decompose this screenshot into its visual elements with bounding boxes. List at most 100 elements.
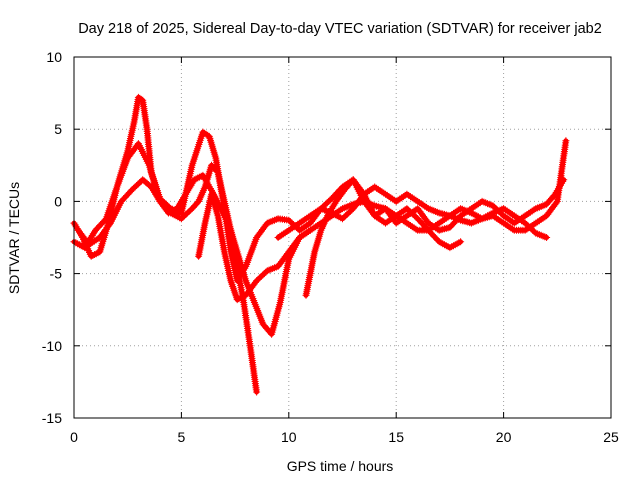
data-point	[374, 185, 382, 193]
data-point	[323, 214, 331, 222]
data-point	[328, 205, 336, 213]
data-point	[448, 213, 456, 221]
data-point	[532, 205, 540, 213]
data-point	[432, 208, 440, 215]
data-point	[378, 207, 386, 215]
data-point	[551, 190, 559, 198]
data-point	[213, 167, 221, 175]
data-point	[412, 213, 420, 221]
data-point	[92, 236, 100, 244]
data-point	[322, 200, 330, 208]
data-point	[305, 228, 312, 235]
data-point	[267, 265, 275, 273]
data-point	[92, 250, 100, 258]
data-point	[229, 283, 237, 290]
data-point	[530, 220, 538, 228]
data-point	[392, 219, 400, 227]
data-point	[421, 202, 429, 210]
data-point	[269, 265, 277, 272]
data-point	[344, 203, 352, 210]
data-point	[183, 188, 191, 196]
data-point	[385, 193, 393, 201]
data-point	[408, 223, 416, 231]
data-point	[512, 218, 520, 226]
data-point	[296, 234, 303, 241]
data-point	[394, 218, 402, 226]
data-point	[150, 187, 157, 195]
data-point	[414, 197, 422, 205]
data-point	[306, 212, 314, 220]
data-point	[184, 187, 192, 195]
data-point	[432, 224, 440, 232]
data-point	[448, 243, 456, 251]
data-point	[301, 223, 309, 231]
data-point	[297, 218, 305, 226]
data-point	[278, 231, 286, 239]
data-point	[326, 196, 334, 204]
data-point	[253, 277, 261, 285]
data-point	[321, 206, 329, 214]
data-point	[396, 217, 404, 225]
data-point	[534, 218, 542, 226]
data-point	[71, 221, 79, 229]
data-point	[72, 239, 80, 247]
data-point	[442, 242, 450, 250]
data-point	[446, 212, 454, 220]
data-point	[296, 226, 303, 234]
data-point	[287, 225, 295, 233]
data-point	[534, 204, 542, 212]
y-tick-label: -15	[42, 410, 62, 426]
data-point	[457, 238, 465, 246]
data-point	[424, 219, 432, 227]
data-point	[190, 176, 198, 184]
data-point	[492, 214, 500, 222]
data-point	[553, 187, 561, 195]
data-point	[87, 252, 95, 260]
data-point	[333, 212, 341, 220]
data-point	[392, 197, 400, 205]
data-point	[424, 226, 432, 234]
data-point	[153, 192, 161, 200]
data-point	[457, 212, 465, 220]
data-point	[378, 188, 386, 196]
data-point	[462, 208, 470, 216]
data-point	[313, 207, 321, 215]
data-point	[134, 180, 142, 188]
data-point	[373, 184, 380, 192]
data-point	[279, 230, 287, 238]
data-point	[265, 266, 273, 274]
data-point	[195, 197, 203, 205]
data-point	[526, 208, 534, 216]
data-point	[318, 225, 326, 232]
data-point	[170, 211, 178, 219]
data-point	[496, 217, 504, 225]
data-point	[151, 188, 159, 196]
x-tick-label: 20	[496, 429, 512, 445]
data-point	[281, 229, 289, 237]
data-point	[339, 205, 346, 213]
data-marks	[70, 93, 570, 396]
data-point	[387, 194, 395, 202]
data-point	[457, 205, 465, 213]
data-point	[147, 183, 155, 191]
data-point	[376, 215, 384, 223]
data-point	[530, 206, 538, 214]
data-point	[330, 201, 338, 209]
data-point	[473, 217, 481, 225]
data-point	[199, 187, 207, 195]
data-point	[175, 201, 183, 209]
data-point	[492, 205, 500, 213]
y-tick-label: 10	[46, 49, 62, 65]
data-point	[526, 223, 534, 231]
data-point	[197, 192, 205, 200]
series-track-3	[74, 161, 261, 396]
data-point	[177, 197, 185, 205]
series-track-5	[274, 137, 570, 241]
data-point	[346, 208, 354, 215]
data-point	[494, 206, 501, 214]
data-point	[299, 224, 307, 232]
data-point	[380, 189, 388, 197]
data-point	[428, 222, 436, 229]
data-point	[319, 205, 327, 213]
data-point	[299, 231, 307, 239]
